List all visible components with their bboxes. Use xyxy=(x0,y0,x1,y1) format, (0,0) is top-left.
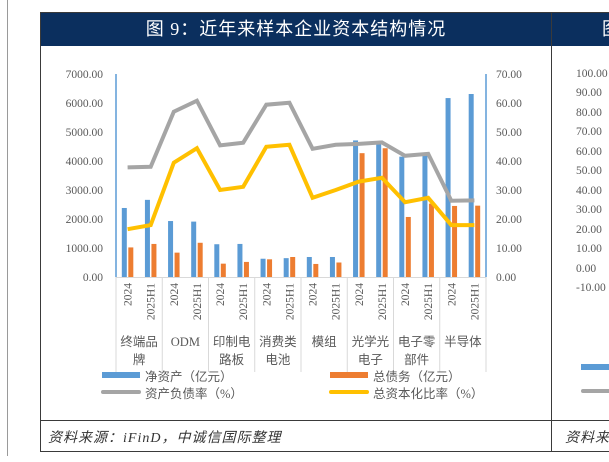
figure-title-bar: 图 9：近年来样本企业资本结构情况 xyxy=(41,13,551,46)
next-figure-title-bar: 图 xyxy=(552,13,609,46)
next-y-tick-label: 70.00 xyxy=(576,126,602,139)
legend-swatch-cap-ratio xyxy=(329,390,369,394)
source-note: 资料来源：iFinD，中诚信国际整理 xyxy=(48,431,282,446)
legend-item-net-assets: 净资产（亿元） xyxy=(102,368,233,384)
next-y-tick-label: 50.00 xyxy=(576,165,602,178)
next-legend-swatch-gray xyxy=(581,389,609,393)
next-y-tick-label: 80.00 xyxy=(576,106,602,119)
page-margin-rule xyxy=(7,0,8,456)
next-legend-swatch-blue xyxy=(581,364,609,370)
next-figure-title: 图 xyxy=(602,19,609,39)
legend-label-net-assets: 净资产（亿元） xyxy=(145,369,233,384)
next-y-tick-label: 20.00 xyxy=(576,223,602,236)
next-y-tick-label: -10.00 xyxy=(576,281,606,294)
next-y-tick-label: 30.00 xyxy=(576,204,602,217)
legend-swatch-total-debt xyxy=(330,372,368,378)
next-source-note: 资料来 xyxy=(565,431,609,446)
legend-item-total-debt: 总债务（亿元） xyxy=(330,368,461,384)
source-row: 资料来源：iFinD，中诚信国际整理 xyxy=(41,420,551,451)
next-y-tick-label: 100.00 xyxy=(576,68,608,80)
legend-label-cap-ratio: 总资本化比率（%） xyxy=(373,386,484,401)
next-source-row: 资料来 xyxy=(552,420,609,451)
next-y-tick-label: 40.00 xyxy=(576,184,602,197)
figure-panel-next: 图 100.00 90.00 80.00 70.00 60.00 50.00 40.00 30… xyxy=(551,12,609,452)
next-y-tick-label: 0.00 xyxy=(576,262,597,275)
next-y-tick-label: 60.00 xyxy=(576,145,602,158)
next-y-tick-label: 10.00 xyxy=(576,243,602,256)
legend-swatch-debt-ratio xyxy=(101,390,141,394)
legend-item-debt-ratio: 资产负债率（%） xyxy=(101,385,243,401)
legend-swatch-net-assets xyxy=(102,372,140,378)
legend-label-total-debt: 总债务（亿元） xyxy=(373,369,461,384)
figure-title: 图 9：近年来样本企业资本结构情况 xyxy=(145,19,447,39)
next-y-tick-label: 90.00 xyxy=(576,87,602,100)
legend-label-debt-ratio: 资产负债率（%） xyxy=(145,386,243,401)
legend-item-cap-ratio: 总资本化比率（%） xyxy=(329,385,484,401)
